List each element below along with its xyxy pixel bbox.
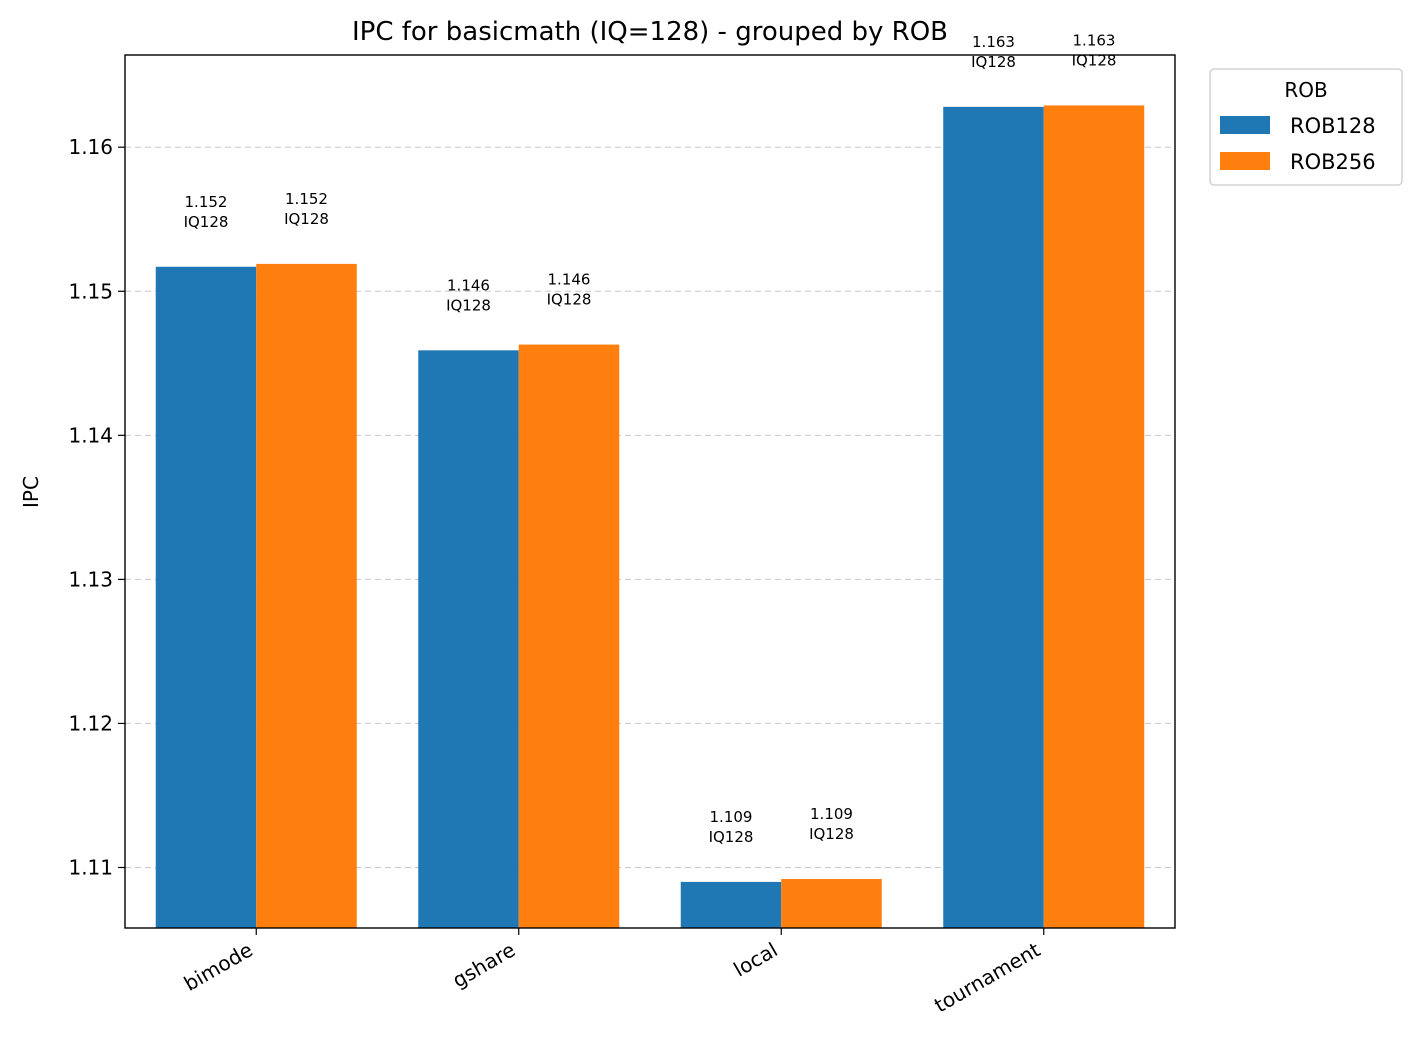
y-tick-label: 1.11: [68, 855, 113, 879]
bar-data-label: 1.146 IQ128: [547, 271, 592, 309]
x-tick-label: local: [729, 938, 781, 982]
legend-swatch-rob256: [1220, 152, 1270, 170]
bar-data-label: 1.152 IQ128: [184, 193, 229, 231]
y-tick-label: 1.12: [68, 711, 113, 735]
bar-rob128-bimode: [155, 266, 257, 928]
bar-data-label: 1.109 IQ128: [809, 805, 854, 843]
bar-rob128-tournament: [943, 106, 1044, 928]
x-tick-label: gshare: [448, 938, 519, 993]
legend-swatch-rob128: [1220, 116, 1270, 134]
bar-data-label: 1.152 IQ128: [284, 190, 329, 228]
legend-title: ROB: [1284, 78, 1327, 102]
bar-rob256-bimode: [256, 263, 357, 929]
bar-rob128-local: [680, 881, 782, 928]
x-tick-label: tournament: [930, 937, 1044, 1017]
plot-frame: [124, 54, 1176, 929]
x-axis: bimode gshare local tournament: [180, 928, 1044, 1017]
legend-label-rob128: ROB128: [1290, 114, 1376, 138]
y-tick-label: 1.14: [68, 423, 113, 447]
bars: 1.152 IQ128 1.152 IQ128 1.146 IQ128 1.146 IQ128…: [155, 31, 1145, 929]
bar-rob256-gshare: [518, 344, 620, 928]
chart-title: IPC for basicmath (IQ=128) - grouped by …: [352, 17, 948, 47]
legend-label-rob256: ROB256: [1290, 150, 1376, 174]
bar-data-label: 1.146 IQ128: [446, 276, 491, 314]
y-tick-label: 1.15: [68, 279, 113, 303]
bar-rob256-local: [781, 879, 882, 928]
bar-rob128-gshare: [418, 350, 519, 928]
bar-data-label: 1.109 IQ128: [709, 808, 754, 846]
x-tick-label: bimode: [180, 938, 257, 996]
legend: ROB ROB128 ROB256: [1209, 68, 1403, 186]
y-axis: 1.11 1.12 1.13 1.14 1.15 1.16: [68, 135, 125, 879]
bar-rob256-tournament: [1043, 105, 1145, 929]
bar-data-label: 1.163 IQ128: [1072, 31, 1117, 69]
y-axis-label: IPC: [19, 476, 43, 508]
bar-data-label: 1.163 IQ128: [971, 33, 1016, 71]
y-tick-label: 1.13: [68, 567, 113, 591]
y-tick-label: 1.16: [68, 135, 113, 159]
